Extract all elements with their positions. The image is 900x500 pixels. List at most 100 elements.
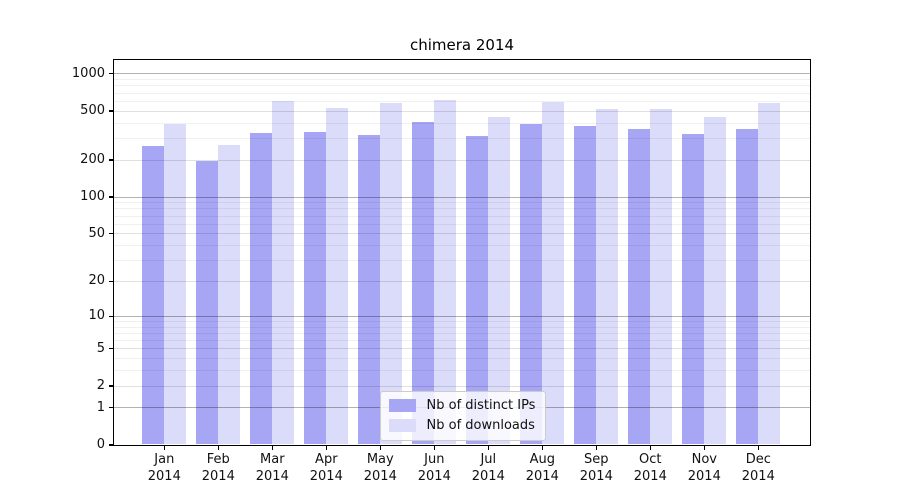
y-tick-label-2: 2 — [96, 378, 105, 393]
plot-area: Nb of distinct IPs Nb of downloads — [112, 58, 811, 446]
y-tick-label-500: 500 — [80, 103, 105, 118]
gridline-minor-6 — [113, 340, 810, 341]
y-tick-mark-1 — [109, 407, 114, 409]
bar-distinct-ips-apr — [303, 132, 326, 445]
x-tick-label-jan: Jan 2014 — [134, 451, 194, 485]
y-tick-mark-20 — [109, 280, 114, 283]
gridline-minor-60 — [113, 223, 810, 225]
x-tick-mark-may — [379, 445, 381, 450]
x-tick-mark-jun — [433, 445, 435, 450]
x-tick-label-feb: Feb 2014 — [188, 451, 248, 485]
x-tick-mark-mar — [271, 445, 273, 450]
year-label-aug: 2014 — [525, 469, 559, 484]
y-tick-label-1: 1 — [96, 399, 105, 415]
bar-distinct-ips-sep — [573, 126, 596, 445]
month-label-dec: Dec — [745, 452, 771, 467]
year-label-may: 2014 — [363, 469, 397, 484]
x-tick-mark-jul — [487, 445, 489, 450]
legend-swatch-downloads — [388, 418, 416, 432]
month-label-feb: Feb — [206, 452, 230, 467]
gridline-20 — [113, 280, 810, 282]
y-tick-label-1000: 1000 — [71, 65, 105, 81]
grid-layer — [113, 60, 810, 445]
bar-downloads-nov — [703, 116, 726, 445]
month-label-apr: Apr — [315, 452, 338, 467]
x-tick-mark-jan — [163, 445, 165, 450]
gridline-minor-800 — [113, 85, 810, 87]
year-label-apr: 2014 — [309, 469, 343, 484]
gridline-minor-80 — [113, 208, 810, 210]
year-label-jan: 2014 — [147, 469, 181, 484]
x-tick-label-jun: Jun 2014 — [404, 451, 464, 485]
legend: Nb of distinct IPs Nb of downloads — [379, 390, 547, 441]
y-tick-mark-50 — [109, 233, 114, 235]
gridline-minor-40 — [113, 245, 810, 246]
y-tick-mark-5 — [109, 348, 114, 350]
x-tick-mark-aug — [541, 445, 543, 450]
month-label-jan: Jan — [154, 452, 175, 467]
bar-distinct-ips-mar — [249, 132, 272, 445]
gridline-50 — [113, 233, 810, 235]
gridline-10 — [113, 315, 810, 317]
gridline-minor-900 — [113, 79, 810, 80]
y-tick-mark-10 — [109, 315, 114, 317]
y-tick-mark-2 — [109, 385, 114, 387]
bar-distinct-ips-dec — [735, 128, 758, 445]
year-label-oct: 2014 — [633, 469, 667, 484]
x-tick-mark-nov — [703, 445, 705, 450]
bar-downloads-sep — [595, 109, 618, 445]
x-tick-mark-oct — [649, 445, 651, 450]
gridline-minor-8 — [113, 326, 810, 328]
gridline-100 — [113, 196, 810, 198]
bar-distinct-ips-feb — [195, 161, 218, 445]
y-tick-label-10: 10 — [88, 308, 105, 324]
x-tick-label-dec: Dec 2014 — [728, 451, 788, 485]
month-label-sep: Sep — [584, 452, 609, 467]
bar-distinct-ips-may — [357, 135, 380, 445]
x-tick-label-sep: Sep 2014 — [566, 451, 626, 485]
gridline-minor-400 — [113, 122, 810, 124]
year-label-feb: 2014 — [201, 469, 235, 484]
y-tick-mark-0 — [109, 444, 114, 446]
gridline-minor-3 — [113, 370, 810, 371]
bar-downloads-jan — [163, 124, 186, 445]
x-tick-mark-feb — [217, 445, 219, 450]
gridline-500 — [113, 110, 810, 112]
bar-distinct-ips-jun — [411, 122, 434, 445]
x-tick-label-aug: Aug 2014 — [512, 451, 572, 485]
month-label-nov: Nov — [691, 452, 717, 467]
month-label-oct: Oct — [639, 452, 662, 467]
bar-downloads-oct — [649, 109, 672, 445]
gridline-minor-7 — [113, 332, 810, 334]
year-label-dec: 2014 — [741, 469, 775, 484]
legend-label-distinct-ips: Nb of distinct IPs — [426, 397, 536, 413]
year-label-sep: 2014 — [579, 469, 613, 484]
x-tick-label-apr: Apr 2014 — [296, 451, 356, 485]
bar-distinct-ips-jan — [141, 145, 164, 445]
legend-item-downloads: Nb of downloads — [388, 417, 536, 433]
gridline-1000 — [113, 73, 810, 75]
legend-label-downloads: Nb of downloads — [426, 417, 535, 433]
bar-downloads-jul — [487, 116, 510, 445]
y-tick-mark-100 — [109, 196, 114, 198]
y-tick-mark-500 — [109, 110, 114, 112]
y-tick-label-5: 5 — [96, 340, 105, 356]
year-label-jun: 2014 — [417, 469, 451, 484]
x-tick-mark-apr — [325, 445, 327, 450]
x-tick-mark-sep — [595, 445, 597, 450]
y-tick-label-200: 200 — [80, 152, 105, 168]
bar-distinct-ips-oct — [627, 128, 650, 445]
legend-item-distinct-ips: Nb of distinct IPs — [388, 397, 536, 413]
month-label-jul: Jul — [480, 452, 497, 467]
y-tick-label-20: 20 — [88, 273, 105, 289]
gridline-minor-90 — [113, 202, 810, 204]
month-label-aug: Aug — [529, 452, 555, 467]
bar-downloads-apr — [325, 108, 348, 445]
gridline-minor-300 — [113, 137, 810, 139]
x-tick-label-jul: Jul 2014 — [458, 451, 518, 485]
y-tick-label-50: 50 — [88, 225, 105, 241]
gridline-minor-600 — [113, 100, 810, 102]
x-tick-label-may: May 2014 — [350, 451, 410, 485]
year-label-nov: 2014 — [687, 469, 721, 484]
gridline-2 — [113, 385, 810, 387]
